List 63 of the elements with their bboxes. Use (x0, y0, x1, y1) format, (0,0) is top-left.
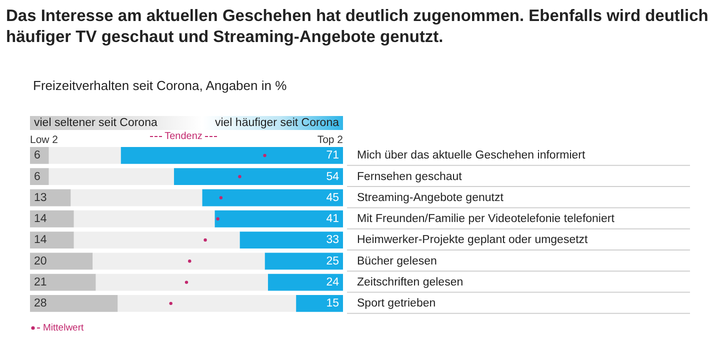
bar (96, 274, 268, 291)
gradient-scale-bar: viel seltener seit Corona viel häufiger seit Corona (30, 116, 343, 130)
data-label: 28 (34, 298, 47, 310)
data-label: 41 (326, 213, 339, 226)
bar (174, 168, 343, 186)
y-tick-label: Sport getrieben (357, 298, 436, 310)
data-label: 33 (326, 234, 339, 246)
bar (214, 210, 343, 228)
point (216, 217, 220, 220)
data-label: 6 (34, 150, 40, 162)
bar (30, 168, 49, 186)
data-label: 21 (34, 276, 47, 288)
bar (30, 274, 96, 291)
series-label: Low 2 (30, 134, 58, 146)
bar (74, 232, 240, 248)
legend-label: Mittelwert (43, 322, 84, 334)
data-label: 6 (34, 170, 40, 183)
bar (30, 252, 93, 270)
bar (30, 232, 74, 248)
bar (30, 210, 74, 228)
point (169, 302, 172, 306)
y-tick-label: Streaming-Angebote genutzt (357, 192, 504, 204)
series-label: Top 2 (317, 134, 344, 146)
point (184, 280, 188, 284)
bar (48, 168, 174, 186)
bar (268, 274, 343, 291)
bar (296, 294, 343, 312)
point (219, 196, 223, 200)
y-tick-label: Fernsehen geschaut (357, 170, 463, 183)
data-label: 54 (326, 170, 340, 183)
data-label: 71 (326, 150, 339, 162)
y-tick-label: Mich über das aktuelle Geschehen informiert (357, 150, 586, 162)
point (238, 175, 242, 178)
text: Tendenz (164, 131, 202, 142)
bar (30, 189, 71, 206)
point (204, 238, 207, 242)
data-label: 14 (34, 213, 48, 226)
bar (92, 252, 265, 270)
data-label: 15 (326, 298, 339, 310)
point (188, 260, 192, 263)
data-label: 20 (34, 255, 47, 268)
bar (30, 294, 118, 312)
data-label: 25 (326, 255, 339, 268)
y-tick-label: Bücher gelesen (357, 255, 437, 268)
y-tick-label: Heimwerker-Projekte geplant oder umgesetzt (357, 234, 589, 246)
bar (48, 147, 121, 164)
bar (264, 252, 343, 270)
data-label: 13 (34, 192, 47, 204)
bar (120, 147, 343, 164)
bar (240, 232, 343, 248)
bar (30, 147, 49, 164)
data-label: 24 (326, 276, 340, 288)
bar (74, 210, 215, 228)
data-label: 45 (326, 192, 339, 204)
point (263, 154, 266, 158)
bar (202, 189, 343, 206)
data-label: 14 (34, 234, 48, 246)
chart-title: Das Interesse am aktuellen Geschehen hat deutlich zugenommen. Ebenfalls wird deutlich häufiger TV geschaut und Streaming-Angebote genutzt. (6, 6, 710, 48)
y-tick-label: Zeitschriften gelesen (357, 276, 464, 288)
chart-subtitle: Freizeitverhalten seit Corona, Angaben in % (33, 78, 287, 93)
bar (118, 294, 296, 312)
bar (70, 189, 202, 206)
y-tick-label: Mit Freunden/Familie per Videotelefonie telefoniert (357, 213, 616, 226)
